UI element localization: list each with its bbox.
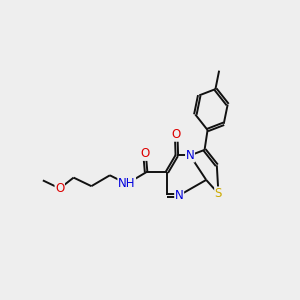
Text: S: S xyxy=(215,187,222,200)
Text: O: O xyxy=(172,128,181,141)
Text: O: O xyxy=(55,182,64,195)
Text: N: N xyxy=(186,149,194,162)
Text: O: O xyxy=(140,147,149,160)
Text: NH: NH xyxy=(118,177,136,190)
Text: N: N xyxy=(175,189,184,202)
